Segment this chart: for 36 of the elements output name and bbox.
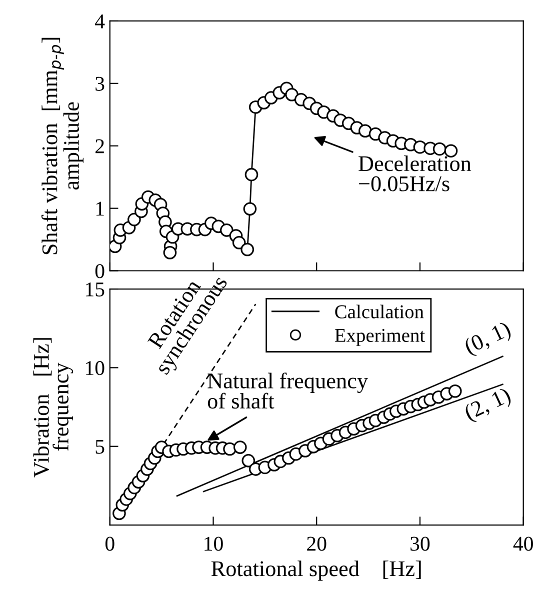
y-tick-label: 2: [96, 139, 104, 154]
y-tick-label: 3: [96, 76, 104, 91]
y-tick-label: 5: [96, 440, 104, 454]
point: [240, 242, 254, 256]
y-tick-label: 4: [95, 14, 105, 28]
y-axis-title: Vibration [Hz] frequency: [33, 338, 74, 478]
point: [163, 246, 177, 260]
text: Shaft vibration [mm$_{p‐p}$] amplitude: [41, 38, 84, 254]
point: [242, 454, 256, 468]
point: [432, 142, 446, 156]
y-tick-label: 1: [96, 202, 104, 216]
legend-label: Calculation: [335, 304, 424, 318]
point: [358, 124, 372, 138]
point: [220, 224, 234, 237]
x-axis-title: Rotational speed [Hz]: [211, 560, 421, 581]
x-tick-label: 10: [204, 536, 223, 551]
point: [128, 212, 141, 226]
legend-label: Experiment: [334, 328, 425, 346]
x-tick-label: 0: [105, 536, 114, 551]
annotation: (0, 1): [463, 320, 514, 358]
point: [233, 440, 247, 454]
point: [448, 384, 462, 398]
point: [243, 202, 257, 216]
y-tick-label: 15: [86, 282, 104, 296]
annotation: Deceleration −0.05Hz/s: [358, 156, 472, 192]
point: [223, 442, 236, 456]
y-tick-label: 0: [95, 264, 104, 278]
y-tick-label: 10: [86, 361, 104, 376]
x-tick-label: 20: [307, 536, 326, 551]
point: [285, 88, 298, 102]
annotation: Natural frequency of shaft: [208, 372, 368, 409]
point: [232, 236, 246, 250]
x-tick-label: 40: [513, 536, 533, 551]
annotation: (2, 1): [463, 386, 514, 424]
x-tick-label: 30: [410, 536, 430, 551]
point: [244, 168, 258, 182]
